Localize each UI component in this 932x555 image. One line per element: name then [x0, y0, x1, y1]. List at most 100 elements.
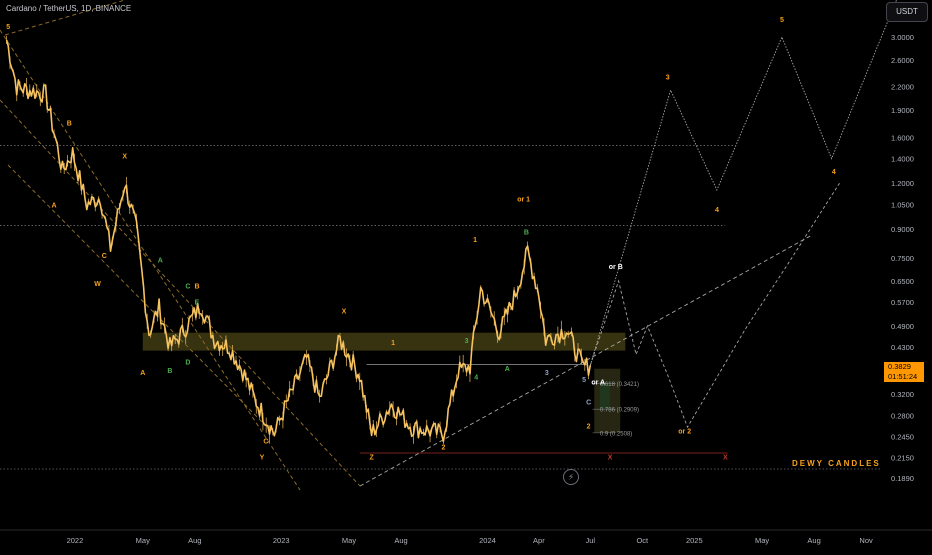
wave-label: or 1 [517, 196, 530, 203]
y-tick-label: 3.0000 [891, 33, 914, 42]
wave-label: X [122, 154, 127, 161]
y-tick-label: 0.3200 [891, 390, 914, 399]
wave-label: A [505, 366, 510, 373]
wave-label: B [167, 368, 172, 375]
wave-label: 2 [587, 423, 591, 430]
y-tick-label: 0.9000 [891, 225, 914, 234]
y-tick-label: 0.2800 [891, 411, 914, 420]
projection-alt-path [589, 182, 840, 429]
current-price-badge: 0.3829 01:51:24 [884, 362, 924, 382]
projection-layer [589, 0, 897, 429]
fib-green-box [599, 382, 610, 410]
x-tick-label: Nov [859, 536, 873, 545]
wave-label: D [185, 360, 190, 367]
wave-label: 4 [715, 207, 719, 214]
y-tick-label: 0.5700 [891, 298, 914, 307]
y-tick-label: 0.2450 [891, 433, 914, 442]
wave-label: 5 [582, 377, 586, 384]
x-tick-label: Oct [636, 536, 649, 545]
wave-label: 5 [6, 24, 10, 31]
wave-label: 3 [666, 74, 670, 81]
channel-mid-line [7, 164, 271, 431]
y-tick-label: 1.6000 [891, 133, 914, 142]
wave-label: C [586, 399, 591, 406]
x-tick-label: 2022 [67, 536, 84, 545]
wave-label: or A [591, 379, 605, 386]
channel-lower-line [0, 99, 361, 487]
y-tick-label: 0.2150 [891, 453, 914, 462]
wave-label: 1 [473, 237, 477, 244]
fib-level-label: 0.786 (0.2909) [600, 408, 639, 414]
x-tick-label: Jul [586, 536, 596, 545]
currency-button[interactable]: USDT [886, 2, 928, 22]
x-axis: 2022 May Aug 2023 May Aug 2024 Apr Jul Oct 2025 May… [0, 529, 932, 545]
y-tick-label: 0.4900 [891, 322, 914, 331]
price-series-layer [5, 35, 592, 445]
wave-label: Z [369, 455, 374, 462]
fibonacci-layer: 0.618 (0.3421) 0.786 (0.2909) 0.9 (0.2508) [592, 368, 639, 437]
x-tick-label: May [136, 536, 150, 545]
wave-label: 5 [780, 17, 784, 24]
wave-label: or B [609, 264, 623, 271]
candle-countdown: 01:51:24 [888, 372, 918, 381]
y-tick-label: 1.0500 [891, 200, 914, 209]
wave-label: 2 [441, 444, 445, 451]
wave-label: 3 [545, 370, 549, 377]
y-tick-label: 1.9000 [891, 106, 914, 115]
x-tick-label: Aug [807, 536, 820, 545]
current-price: 0.3829 [888, 362, 911, 371]
wave-label: C [263, 438, 268, 445]
y-tick-label: 1.4000 [891, 155, 914, 164]
wave-label: X [342, 309, 347, 316]
support-resistance-zone [142, 332, 626, 351]
wave-label: E [195, 300, 200, 307]
wave-label: X [608, 455, 613, 462]
wave-label: B [524, 229, 529, 236]
y-axis: 3.0000 2.6000 2.2000 1.9000 1.6000 1.4000 1.20… [891, 33, 914, 483]
wave-label: or 2 [678, 428, 691, 435]
fib-level-label: 0.9 (0.2508) [600, 431, 632, 437]
level-lines-layer [0, 145, 880, 470]
wave-label: 3 [465, 338, 469, 345]
wave-label: Y [260, 455, 265, 462]
y-tick-label: 2.6000 [891, 56, 914, 65]
rising-trendline [359, 234, 813, 487]
wave-label: 4 [474, 375, 478, 382]
wave-label: 4 [832, 169, 836, 176]
y-tick-label: 1.2000 [891, 179, 914, 188]
watermark-text: DEWY CANDLES [792, 459, 881, 468]
wave-label: W [94, 281, 101, 288]
fib-box [594, 368, 621, 433]
wave-label: B [67, 121, 72, 128]
x-tick-label: Apr [533, 536, 545, 545]
y-tick-label: 0.6500 [891, 277, 914, 286]
wave-label: B [194, 283, 199, 290]
x-tick-label: 2025 [686, 536, 703, 545]
x-tick-label: May [755, 536, 769, 545]
wave-label: X [723, 455, 728, 462]
wave-label: C [102, 253, 107, 260]
y-tick-label: 2.2000 [891, 82, 914, 91]
lightning-icon[interactable]: ⚡ [563, 469, 579, 485]
chart-title: Cardano / TetherUS, 1D, BINANCE [6, 4, 132, 13]
x-tick-label: Aug [394, 536, 407, 545]
wave-label: 1 [391, 340, 395, 347]
wave-label: A [52, 203, 57, 210]
y-tick-label: 0.4300 [891, 343, 914, 352]
zone-layer [142, 332, 626, 365]
wave-label: A [158, 257, 163, 264]
price-line [5, 39, 592, 443]
wave-label: C [185, 283, 190, 290]
wave-label: A [140, 370, 145, 377]
x-tick-label: 2024 [479, 536, 496, 545]
channel-layer [0, 0, 813, 491]
y-tick-label: 0.7500 [891, 254, 914, 263]
x-tick-label: May [342, 536, 356, 545]
fib-level-label: 0.618 (0.3421) [600, 382, 639, 388]
x-tick-label: Aug [188, 536, 201, 545]
y-tick-label: 0.1890 [891, 474, 914, 483]
channel-upper-line [0, 29, 301, 491]
